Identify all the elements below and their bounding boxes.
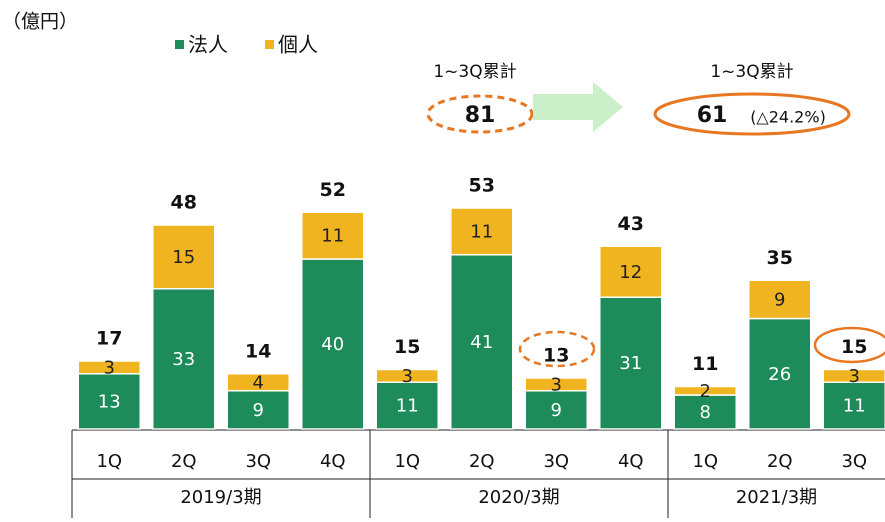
data-label: 12 <box>619 262 642 283</box>
group-label: 2020/3期 <box>478 487 559 508</box>
bar-segment <box>77 360 141 375</box>
data-label: 11 <box>470 221 493 242</box>
bar-segment <box>748 279 812 320</box>
data-label: 9 <box>551 400 562 421</box>
data-label: 9 <box>253 400 264 421</box>
bar-segment <box>226 373 290 392</box>
total-label: 15 <box>394 336 420 358</box>
total-label: 53 <box>469 175 495 197</box>
bar-segment <box>599 296 663 430</box>
data-label: 26 <box>768 364 791 385</box>
data-label: 11 <box>321 226 344 247</box>
annotation: 61 <box>697 103 728 128</box>
legend-label: 個人 <box>278 33 318 57</box>
total-label: 11 <box>692 353 718 375</box>
data-label: 3 <box>849 366 860 387</box>
x-tick-label: 3Q <box>245 451 271 472</box>
highlight <box>426 94 534 134</box>
x-tick-label: 2Q <box>469 451 495 472</box>
bar-segment <box>301 258 365 430</box>
data-label: 9 <box>774 289 785 310</box>
data-label: 15 <box>172 247 195 268</box>
data-label: 3 <box>402 366 413 387</box>
bar-segment <box>673 385 737 396</box>
x-tick-label: 3Q <box>841 451 867 472</box>
annotation: 81 <box>465 103 496 128</box>
highlight <box>813 326 885 364</box>
bar-segment <box>152 288 216 430</box>
data-label: 13 <box>98 391 121 412</box>
data-label: 33 <box>172 349 195 370</box>
bar-segment <box>822 368 885 383</box>
annotation: 1~3Q累計 <box>433 62 516 82</box>
bar-segment <box>524 377 588 392</box>
bar-segment <box>375 368 439 383</box>
data-label: 11 <box>396 396 419 417</box>
data-label: 11 <box>843 396 866 417</box>
legend-swatch <box>175 40 184 49</box>
x-tick-label: 4Q <box>320 451 346 472</box>
arrow <box>533 82 623 132</box>
legend-label: 法人 <box>188 33 228 57</box>
data-label: 31 <box>619 353 642 374</box>
legend-swatch <box>265 40 274 49</box>
x-tick-label: 1Q <box>692 451 718 472</box>
total-label: 48 <box>171 192 197 214</box>
bar-segment <box>822 381 885 430</box>
bar-segment <box>226 390 290 430</box>
bar-segment <box>673 394 737 430</box>
data-label: 3 <box>104 357 115 378</box>
highlight <box>518 330 596 368</box>
total-label: 14 <box>245 340 271 362</box>
data-label: 3 <box>551 374 562 395</box>
data-label: 4 <box>253 372 264 393</box>
x-tick-label: 3Q <box>543 451 569 472</box>
annotation: (△24.2%) <box>750 108 826 127</box>
group-label: 2021/3期 <box>736 487 817 508</box>
total-label: 17 <box>96 328 122 350</box>
group-label: 2019/3期 <box>180 487 261 508</box>
total-label: 15 <box>841 336 867 358</box>
annotation: 1~3Q累計 <box>710 62 793 82</box>
x-tick-label: 1Q <box>96 451 122 472</box>
bar-segment <box>599 245 663 298</box>
bar-segment <box>152 224 216 290</box>
data-label: 8 <box>700 402 711 423</box>
data-label: 40 <box>321 334 344 355</box>
x-tick-label: 2Q <box>767 451 793 472</box>
total-label: 13 <box>543 345 569 367</box>
x-tick-label: 1Q <box>394 451 420 472</box>
total-label: 43 <box>618 213 644 235</box>
x-tick-label: 2Q <box>171 451 197 472</box>
highlight <box>653 92 851 136</box>
data-label: 2 <box>700 381 711 402</box>
unit-label: （億円） <box>2 11 78 33</box>
bar-segment <box>524 390 588 430</box>
total-label: 35 <box>767 247 793 269</box>
total-label: 52 <box>320 179 346 201</box>
data-label: 41 <box>470 332 493 353</box>
bar-segment <box>450 254 514 430</box>
bar-segment <box>748 317 812 430</box>
bar-segment <box>450 207 514 256</box>
x-tick-label: 4Q <box>618 451 644 472</box>
bar-segment <box>301 211 365 260</box>
